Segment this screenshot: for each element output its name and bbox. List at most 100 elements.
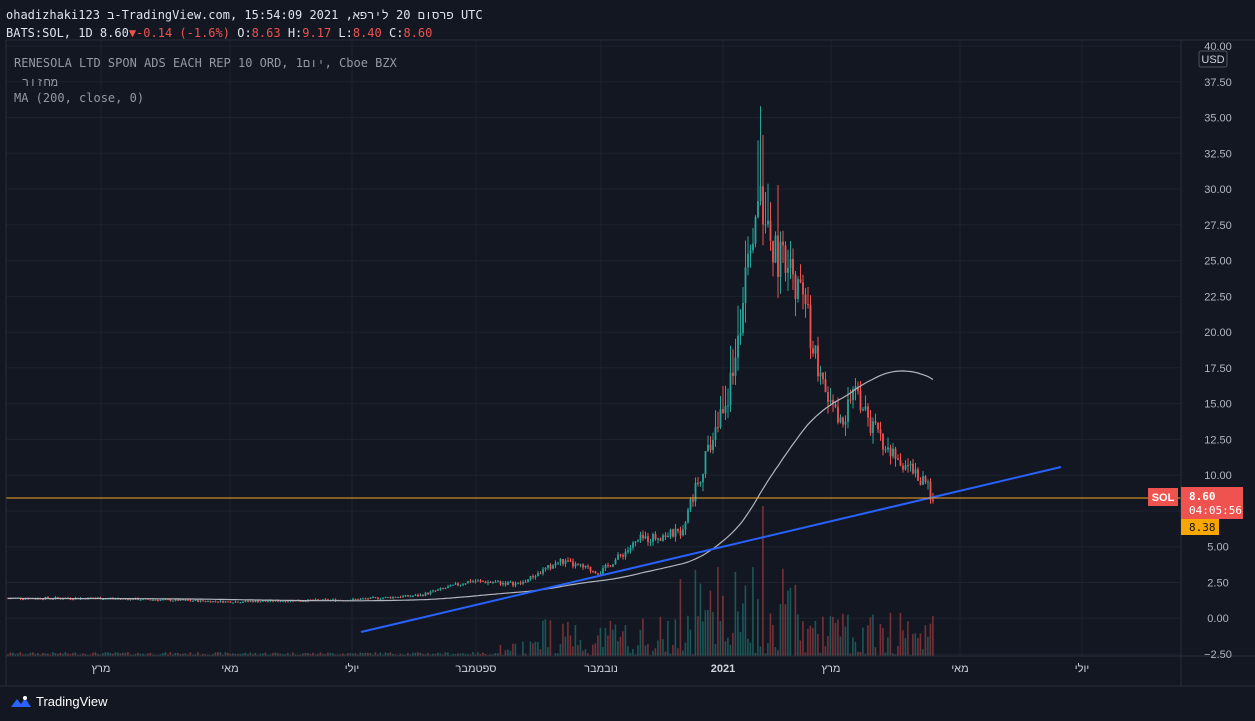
candle-body bbox=[224, 601, 227, 603]
volume-legend[interactable]: מחזור bbox=[22, 75, 59, 89]
price-tick-label: 12.50 bbox=[1204, 434, 1232, 446]
candle-body bbox=[129, 598, 132, 600]
volume-bar bbox=[77, 654, 79, 656]
candle-body bbox=[737, 335, 739, 358]
volume-bar bbox=[834, 623, 837, 656]
volume-bar bbox=[667, 620, 669, 656]
volume-bar bbox=[384, 652, 387, 656]
currency-box[interactable] bbox=[1198, 50, 1228, 68]
candle-body bbox=[882, 433, 884, 450]
candle-body bbox=[819, 372, 822, 377]
volume-bar bbox=[297, 654, 299, 656]
volume-bar bbox=[414, 652, 417, 656]
trendline[interactable] bbox=[360, 466, 1062, 633]
volume-bar bbox=[357, 654, 359, 656]
candle-body bbox=[569, 560, 572, 562]
candle-body bbox=[177, 599, 179, 601]
candle-body bbox=[287, 601, 289, 603]
candle-body bbox=[72, 599, 74, 601]
candle-body bbox=[352, 598, 354, 601]
high-label: H: bbox=[287, 26, 303, 40]
ma-legend[interactable]: MA (200, close, 0) bbox=[14, 91, 145, 105]
volume-bar bbox=[162, 653, 164, 656]
volume-bar bbox=[584, 649, 587, 656]
volume-bar bbox=[697, 616, 699, 656]
candle-body bbox=[282, 601, 284, 603]
volume-bar bbox=[409, 654, 412, 656]
volume-bar bbox=[289, 654, 292, 656]
volume-bar bbox=[749, 642, 752, 656]
volume-bar bbox=[774, 647, 777, 656]
volume-bar bbox=[507, 649, 509, 656]
candle-body bbox=[677, 528, 679, 531]
candle-body bbox=[47, 597, 49, 599]
volume-bar bbox=[327, 652, 329, 656]
volume-bar bbox=[19, 652, 22, 656]
volume-bar bbox=[54, 653, 57, 656]
volume-bar bbox=[854, 641, 857, 656]
candle-body bbox=[227, 601, 229, 603]
candle-body bbox=[854, 386, 857, 389]
volume-bar bbox=[869, 617, 872, 656]
candle-body bbox=[727, 405, 729, 407]
candle-body bbox=[827, 392, 829, 402]
candle-body bbox=[712, 439, 714, 451]
candle-body bbox=[157, 599, 159, 601]
volume-bar bbox=[364, 652, 367, 656]
volume-bar bbox=[397, 654, 399, 656]
volume-bar bbox=[447, 652, 449, 656]
volume-bar bbox=[837, 619, 839, 656]
tradingview-logo[interactable]: TradingView bbox=[10, 694, 108, 709]
candlestick-series[interactable] bbox=[7, 106, 934, 604]
candle-body bbox=[547, 565, 549, 568]
volume-bar bbox=[434, 654, 437, 656]
volume-bar bbox=[14, 654, 17, 656]
volume-bar bbox=[747, 638, 749, 656]
time-label: נובמבר bbox=[584, 663, 618, 675]
volume-bar bbox=[319, 652, 322, 656]
candle-body bbox=[432, 590, 434, 592]
volume-bar bbox=[694, 569, 697, 656]
price-axis-panel[interactable] bbox=[1181, 40, 1255, 686]
volume-bar bbox=[229, 654, 232, 656]
candle-body bbox=[759, 186, 762, 202]
volume-bar bbox=[449, 654, 452, 656]
candle-body bbox=[214, 601, 217, 603]
volume-bar bbox=[492, 654, 494, 656]
candle-body bbox=[544, 567, 547, 570]
volume-bar bbox=[639, 629, 642, 656]
series-title[interactable]: RENESOLA LTD SPON ADS EACH REP 10 ORD, 1… bbox=[14, 56, 397, 70]
candle-body bbox=[317, 599, 319, 601]
candle-body bbox=[709, 444, 712, 451]
volume-bar bbox=[779, 603, 782, 656]
volume-bar bbox=[862, 627, 864, 656]
candle-body bbox=[729, 372, 732, 406]
volume-bar bbox=[92, 652, 94, 656]
volume-bar bbox=[34, 654, 37, 656]
volume-bar bbox=[202, 654, 204, 656]
candle-body bbox=[847, 399, 849, 422]
volume-bar bbox=[462, 653, 464, 656]
candle-body bbox=[472, 581, 474, 583]
volume-bar bbox=[604, 627, 607, 656]
volume-bar bbox=[712, 611, 714, 656]
candle-body bbox=[829, 400, 832, 402]
volume-bar bbox=[829, 616, 832, 656]
candle-body bbox=[844, 421, 847, 425]
time-label: מאי bbox=[221, 663, 238, 675]
volume-bars bbox=[7, 506, 934, 656]
ma-value: 8.38 bbox=[1189, 521, 1216, 534]
volume-bar bbox=[109, 652, 112, 656]
candle-body bbox=[564, 560, 567, 564]
candle-body bbox=[42, 599, 44, 601]
volume-bar bbox=[219, 652, 222, 656]
candle-body bbox=[264, 600, 267, 602]
volume-bar bbox=[844, 626, 847, 656]
volume-bar bbox=[782, 568, 784, 656]
volume-bar bbox=[277, 653, 279, 656]
candle-body bbox=[532, 576, 534, 578]
candle-body bbox=[792, 259, 794, 275]
candle-body bbox=[764, 224, 767, 226]
volume-bar bbox=[729, 644, 732, 656]
